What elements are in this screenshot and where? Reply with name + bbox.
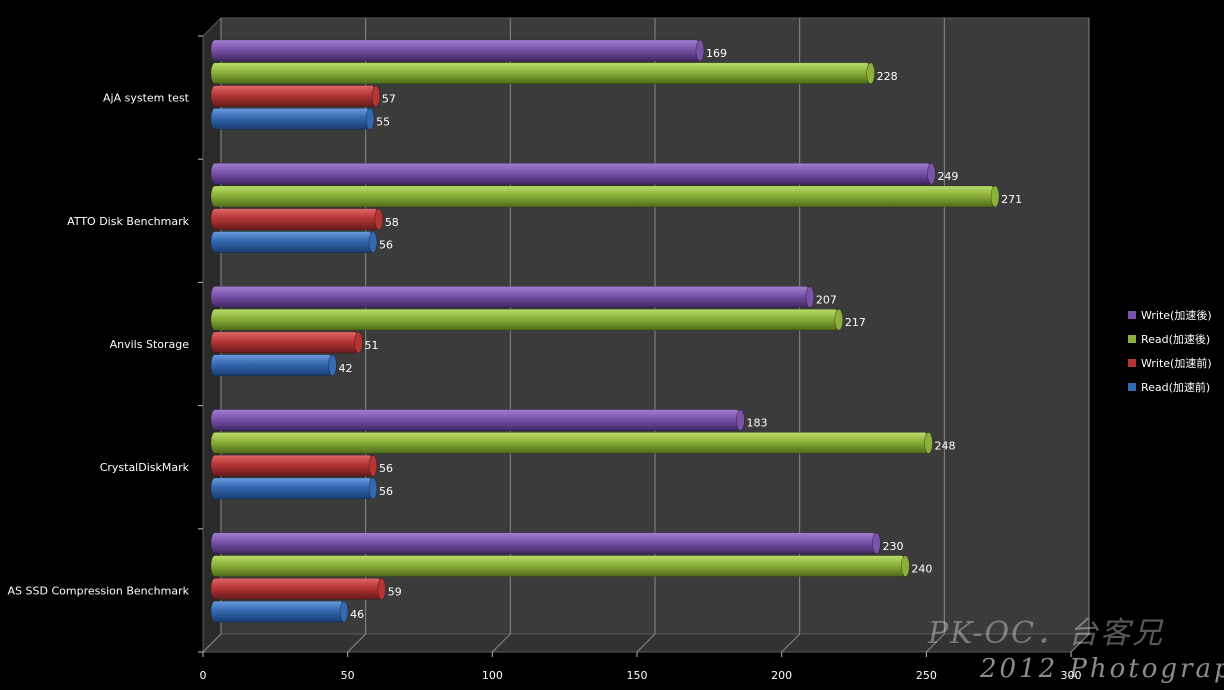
bar [210,477,378,500]
legend-item: Write(加速前) [1128,351,1224,375]
category-label: ATTO Disk Benchmark [67,215,189,228]
category-label: AjA system test [103,92,190,105]
data-label: 183 [746,417,767,430]
x-axis-ticks: 0 50 100 150 200 250 300 [198,35,1082,682]
category-label: CrystalDiskMark [100,461,190,474]
data-label: 228 [877,70,898,83]
gridline-floor [636,633,656,653]
x-tick-label: 50 [341,669,355,682]
bar [210,532,881,555]
bar [210,555,910,577]
gridline-floor [347,633,367,653]
data-label: 51 [365,339,379,352]
legend-item: Read(加速前) [1128,375,1224,399]
data-label: 56 [379,462,393,475]
data-label: 56 [379,239,393,252]
bar [210,331,363,354]
data-label: 42 [339,362,353,375]
x-tick-label: 300 [1061,669,1082,682]
data-label: 230 [882,540,903,553]
x-tick-label: 200 [771,669,792,682]
bar [210,39,705,62]
category-labels: AjA system test ATTO Disk Benchmark Anvils… [8,92,190,598]
data-label: 240 [911,563,932,576]
x-tick-label: 0 [200,669,207,682]
gridline-floor [202,633,222,653]
bar [210,578,387,600]
category-label: Anvils Storage [110,338,190,351]
data-label: 46 [350,608,364,621]
data-label: 248 [935,439,956,452]
bar [210,162,936,185]
bars [210,39,1000,623]
bar [210,308,844,331]
bar [210,286,815,308]
legend-item: Read(加速後) [1128,327,1224,351]
x-tick-label: 100 [482,669,503,682]
data-label: 58 [385,216,399,229]
x-tick-label: 250 [916,669,937,682]
data-label: 56 [379,485,393,498]
data-label: 249 [937,170,958,183]
bar [210,85,381,107]
data-label: 207 [816,293,837,306]
bar [210,62,875,85]
legend-label: Write(加速前) [1141,357,1212,370]
data-label: 217 [845,316,866,329]
legend-swatch [1128,335,1136,343]
bar [210,185,1000,208]
gridline-floor [1070,633,1090,653]
legend-swatch [1128,383,1136,391]
bar [210,454,378,477]
bar [210,354,337,377]
data-labels: 169 228 57 55 249 271 58 56 207 217 51 42 183 248 56 56… [339,47,1023,621]
bar [210,600,349,623]
x-tick-label: 150 [627,669,648,682]
gridline-floor [491,633,511,653]
legend: Write(加速後) Read(加速後) Write(加速前) Read(加速前) [1128,303,1224,399]
data-label: 55 [376,115,390,128]
bar [210,409,745,431]
legend-label: Read(加速後) [1141,333,1211,346]
bar [210,108,375,130]
bar [210,208,384,231]
data-label: 169 [706,47,727,60]
gridline-floor [781,633,801,653]
data-label: 271 [1001,193,1022,206]
legend-swatch [1128,311,1136,319]
data-label: 59 [388,585,402,598]
bar [210,231,378,253]
category-label: AS SSD Compression Benchmark [8,584,190,597]
bar [210,432,933,454]
legend-swatch [1128,359,1136,367]
legend-label: Write(加速後) [1141,309,1212,322]
gridline-floor [925,633,945,653]
legend-label: Read(加速前) [1141,381,1211,394]
legend-item: Write(加速後) [1128,303,1224,327]
data-label: 57 [382,93,396,106]
